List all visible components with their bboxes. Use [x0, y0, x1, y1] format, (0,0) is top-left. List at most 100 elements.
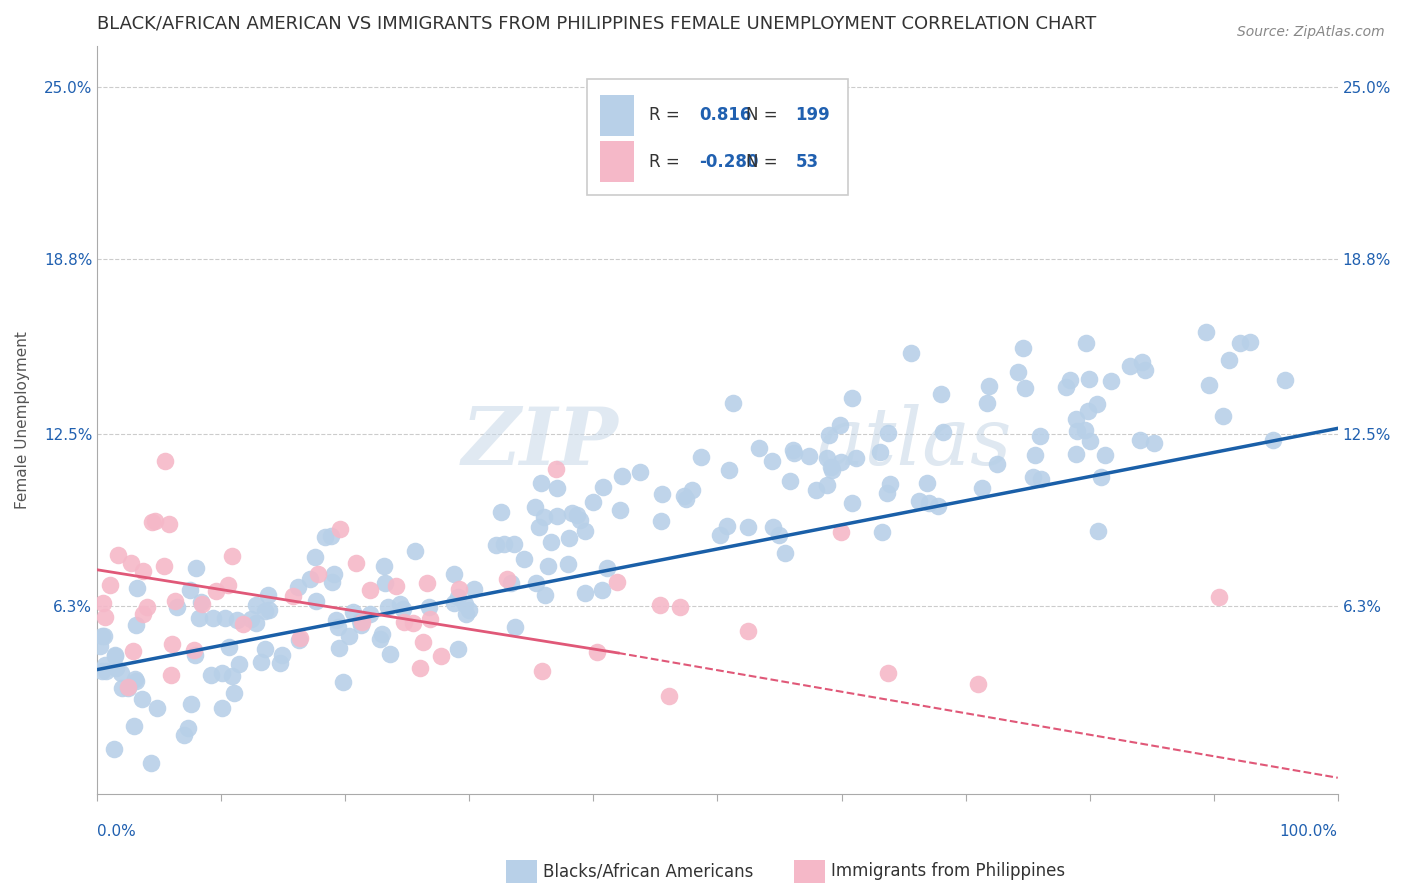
Point: [574, 586, 596, 600]
Text: 0.0%: 0.0%: [97, 824, 136, 839]
Text: 53: 53: [796, 153, 818, 170]
Point: [179, 583, 201, 598]
Point: [211, 701, 233, 715]
Point: [668, 599, 690, 614]
Point: [1119, 359, 1142, 373]
Point: [606, 575, 628, 590]
Point: [143, 514, 166, 528]
Point: [202, 610, 225, 624]
Point: [93, 629, 115, 643]
Text: R =: R =: [650, 153, 685, 170]
Point: [546, 481, 568, 495]
Point: [917, 475, 939, 490]
Point: [163, 594, 186, 608]
Point: [524, 576, 547, 591]
Point: [972, 481, 994, 495]
Point: [232, 617, 254, 632]
Point: [1099, 374, 1122, 388]
Point: [350, 618, 373, 632]
Point: [377, 600, 399, 615]
Point: [533, 589, 555, 603]
Point: [582, 494, 605, 508]
Point: [820, 460, 842, 475]
Point: [591, 583, 613, 598]
Point: [918, 496, 941, 510]
Point: [160, 668, 183, 682]
Point: [218, 640, 240, 655]
Point: [1028, 429, 1050, 443]
Point: [1094, 448, 1116, 462]
Point: [447, 590, 470, 604]
Point: [222, 686, 245, 700]
Point: [929, 386, 952, 401]
Point: [321, 575, 343, 590]
Point: [124, 672, 146, 686]
Point: [332, 675, 354, 690]
Point: [122, 719, 145, 733]
Point: [352, 615, 374, 629]
Point: [245, 598, 267, 612]
Point: [876, 486, 898, 500]
Point: [681, 483, 703, 497]
Point: [1078, 434, 1101, 448]
Point: [1085, 397, 1108, 411]
Point: [979, 378, 1001, 392]
Point: [723, 396, 745, 410]
Point: [675, 492, 697, 507]
Point: [1090, 470, 1112, 484]
Point: [269, 656, 291, 670]
Point: [228, 657, 250, 671]
Point: [304, 550, 326, 565]
Point: [505, 620, 527, 634]
Point: [374, 575, 396, 590]
Text: 0.816: 0.816: [699, 106, 751, 124]
Point: [1239, 334, 1261, 349]
Point: [90, 664, 112, 678]
Point: [870, 524, 893, 539]
Point: [592, 480, 614, 494]
Text: N =: N =: [747, 153, 783, 170]
Point: [561, 506, 583, 520]
Point: [188, 611, 211, 625]
Point: [1208, 590, 1230, 604]
Point: [121, 644, 143, 658]
Point: [1229, 335, 1251, 350]
Point: [173, 728, 195, 742]
Point: [453, 598, 475, 612]
Point: [283, 589, 305, 603]
Point: [107, 548, 129, 562]
Point: [876, 665, 898, 680]
Point: [762, 519, 785, 533]
Point: [226, 613, 249, 627]
Point: [463, 582, 485, 596]
Point: [1024, 448, 1046, 462]
Point: [779, 474, 801, 488]
Text: -0.280: -0.280: [699, 153, 758, 170]
Point: [533, 510, 555, 524]
Text: Source: ZipAtlas.com: Source: ZipAtlas.com: [1237, 25, 1385, 39]
Point: [651, 487, 673, 501]
Point: [314, 530, 336, 544]
Point: [1274, 373, 1296, 387]
Point: [443, 567, 465, 582]
Text: 199: 199: [796, 106, 831, 124]
Point: [1074, 336, 1097, 351]
Point: [485, 538, 508, 552]
Point: [976, 396, 998, 410]
Point: [90, 629, 112, 643]
Point: [221, 669, 243, 683]
Point: [135, 600, 157, 615]
Point: [125, 618, 148, 632]
Point: [927, 499, 949, 513]
Point: [1014, 381, 1036, 395]
Point: [546, 462, 568, 476]
Point: [900, 346, 922, 360]
Point: [1078, 371, 1101, 385]
Point: [454, 607, 477, 621]
Point: [94, 658, 117, 673]
Point: [574, 524, 596, 539]
Point: [288, 632, 311, 647]
Point: [495, 572, 517, 586]
Point: [120, 556, 142, 570]
Text: Blacks/African Americans: Blacks/African Americans: [543, 863, 754, 880]
